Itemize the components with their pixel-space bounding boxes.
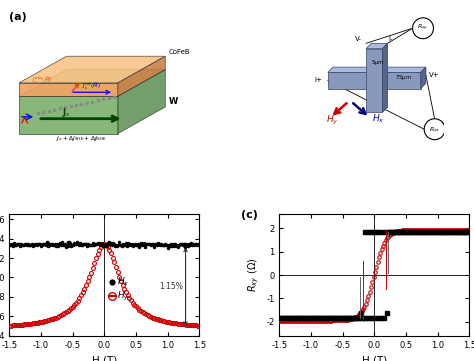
Polygon shape	[19, 56, 165, 83]
Polygon shape	[19, 83, 118, 96]
Text: $R_{xy}$: $R_{xy}$	[417, 23, 429, 33]
Text: V-: V-	[355, 36, 362, 42]
Text: I+: I+	[314, 78, 322, 83]
Text: $H_x$: $H_x$	[372, 112, 384, 125]
Text: W: W	[169, 97, 178, 106]
X-axis label: H (T): H (T)	[362, 355, 387, 361]
Polygon shape	[19, 70, 165, 96]
Polygon shape	[118, 56, 165, 96]
Polygon shape	[366, 43, 388, 48]
Text: $\mathbf{J}_s$: $\mathbf{J}_s$	[62, 106, 71, 119]
Text: CoFeB: CoFeB	[169, 49, 191, 55]
Polygon shape	[328, 67, 426, 72]
Text: $J_s^{\rm ref}(\hat{M})$: $J_s^{\rm ref}(\hat{M})$	[82, 81, 100, 92]
Text: 1.15%: 1.15%	[159, 282, 183, 291]
Text: $5\mu m$: $5\mu m$	[371, 58, 385, 67]
Text: $R_{xx}$: $R_{xx}$	[429, 125, 440, 134]
Polygon shape	[19, 96, 118, 134]
Text: (c): (c)	[241, 209, 258, 219]
X-axis label: H (T): H (T)	[92, 355, 117, 361]
Text: $75\mu m$: $75\mu m$	[394, 73, 412, 82]
Text: $J_e + \Delta J_{\rm SHE} + \Delta J_{\rm ISHE}$: $J_e + \Delta J_{\rm SHE} + \Delta J_{\r…	[56, 134, 107, 143]
Text: $H_y$: $H_y$	[326, 114, 338, 127]
Text: V+: V+	[429, 72, 440, 78]
Legend: $H_x$, $H_y$: $H_x$, $H_y$	[106, 272, 134, 307]
Polygon shape	[383, 43, 388, 112]
Polygon shape	[366, 48, 383, 112]
Polygon shape	[118, 70, 165, 134]
Polygon shape	[328, 72, 421, 88]
Text: (a): (a)	[9, 12, 27, 22]
Y-axis label: $R_{xy}\ (\Omega)$: $R_{xy}\ (\Omega)$	[246, 258, 261, 292]
Text: I-: I-	[389, 36, 393, 42]
Polygon shape	[421, 67, 426, 88]
Text: $J_s^{\rm abs}(\hat{M})$: $J_s^{\rm abs}(\hat{M})$	[32, 75, 53, 86]
